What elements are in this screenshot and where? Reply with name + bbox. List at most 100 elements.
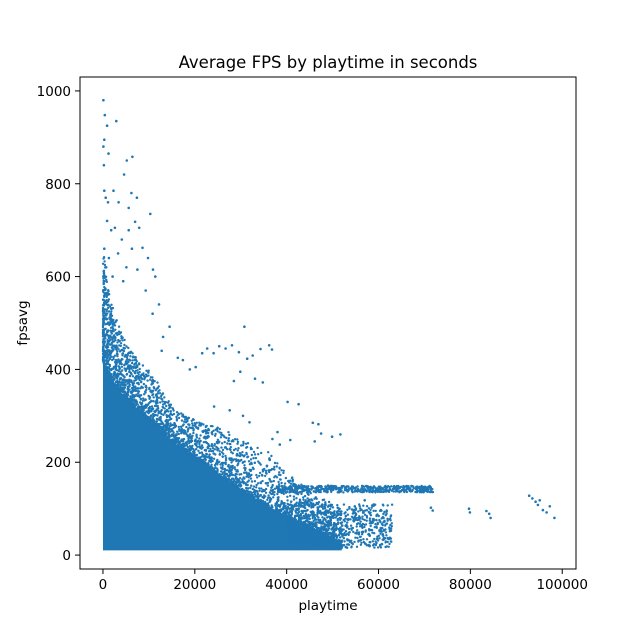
scatter-point (327, 511, 330, 515)
scatter-point (126, 365, 130, 369)
scatter-point (113, 370, 116, 374)
scatter-point (105, 363, 108, 366)
scatter-point (180, 432, 183, 435)
scatter-point (173, 421, 176, 425)
scatter-point (126, 393, 130, 397)
scatter-point (185, 443, 189, 446)
scatter-point (311, 421, 315, 425)
scatter-point (162, 403, 165, 406)
scatter-point (337, 545, 340, 548)
scatter-point (355, 525, 358, 528)
scatter-point (138, 394, 142, 397)
scatter-point (290, 504, 294, 507)
scatter-point (106, 346, 110, 349)
scatter-point (163, 396, 166, 399)
scatter-point (215, 441, 219, 444)
scatter-point (278, 467, 281, 470)
scatter-point (293, 538, 296, 541)
scatter-point (229, 446, 232, 449)
x-tick-label: 0 (99, 577, 108, 593)
scatter-point (167, 427, 171, 431)
scatter-point (218, 452, 221, 456)
scatter-point (196, 445, 199, 448)
scatter-point (338, 533, 341, 536)
scatter-point (381, 527, 384, 530)
scatter-point (104, 196, 107, 199)
scatter-point (187, 442, 191, 445)
scatter-point (258, 471, 262, 475)
scatter-point (337, 538, 340, 542)
scatter-point (154, 275, 157, 278)
scatter-point (351, 542, 354, 546)
scatter-point (121, 387, 125, 391)
scatter-point (151, 268, 155, 271)
scatter-point (214, 428, 217, 431)
scatter-point (130, 247, 134, 250)
scatter-point (108, 357, 112, 361)
scatter-point (191, 450, 195, 453)
scatter-point (384, 541, 387, 544)
scatter-point (274, 502, 277, 505)
scatter-point (363, 523, 366, 526)
scatter-point (323, 513, 326, 516)
scatter-point (243, 325, 246, 329)
scatter-point (125, 266, 128, 269)
scatter-point (334, 516, 337, 519)
scatter-point (252, 450, 256, 454)
scatter-point (141, 399, 145, 402)
scatter-point (107, 310, 111, 313)
scatter-point (253, 377, 257, 381)
scatter-point (249, 469, 252, 473)
scatter-point (313, 514, 316, 517)
scatter-point (172, 409, 175, 412)
scatter-point (297, 402, 300, 406)
scatter-point (386, 536, 389, 540)
scatter-point (334, 538, 337, 541)
scatter-point (291, 508, 294, 512)
scatter-point (303, 494, 307, 498)
scatter-point (310, 512, 314, 515)
scatter-point (104, 368, 107, 371)
scatter-point (359, 520, 362, 523)
scatter-point (331, 526, 334, 529)
scatter-point (375, 514, 378, 517)
scatter-point (184, 441, 188, 444)
scatter-point (268, 458, 271, 461)
scatter-point (108, 372, 112, 376)
scatter-point (276, 492, 279, 496)
scatter-point (240, 487, 244, 491)
scatter-point (112, 189, 115, 192)
scatter-point (126, 354, 129, 357)
scatter-point (115, 361, 119, 364)
scatter-point (333, 540, 337, 543)
scatter-point (330, 528, 333, 531)
scatter-point (259, 481, 263, 485)
scatter-point (249, 477, 253, 480)
y-tick-label: 600 (45, 270, 71, 286)
scatter-point (265, 482, 268, 485)
scatter-point (133, 358, 137, 362)
scatter-point (214, 432, 217, 436)
scatter-point (107, 256, 111, 260)
scatter-point (159, 401, 162, 404)
scatter-point (211, 425, 214, 428)
scatter-point (133, 220, 137, 224)
scatter-point (139, 374, 143, 377)
scatter-point (195, 434, 198, 438)
scatter-point (315, 488, 319, 492)
scatter-point (247, 460, 251, 463)
scatter-point (127, 228, 130, 232)
scatter-point (334, 528, 337, 532)
scatter-point (107, 375, 111, 379)
scatter-point (335, 536, 339, 539)
scatter-point (151, 382, 154, 385)
scatter-point (190, 435, 193, 438)
scatter-point (109, 312, 113, 316)
scatter-point (103, 138, 106, 141)
scatter-point (106, 349, 110, 352)
scatter-point (188, 436, 191, 439)
scatter-point (103, 300, 107, 303)
scatter-point (103, 293, 107, 296)
scatter-point (121, 352, 124, 356)
